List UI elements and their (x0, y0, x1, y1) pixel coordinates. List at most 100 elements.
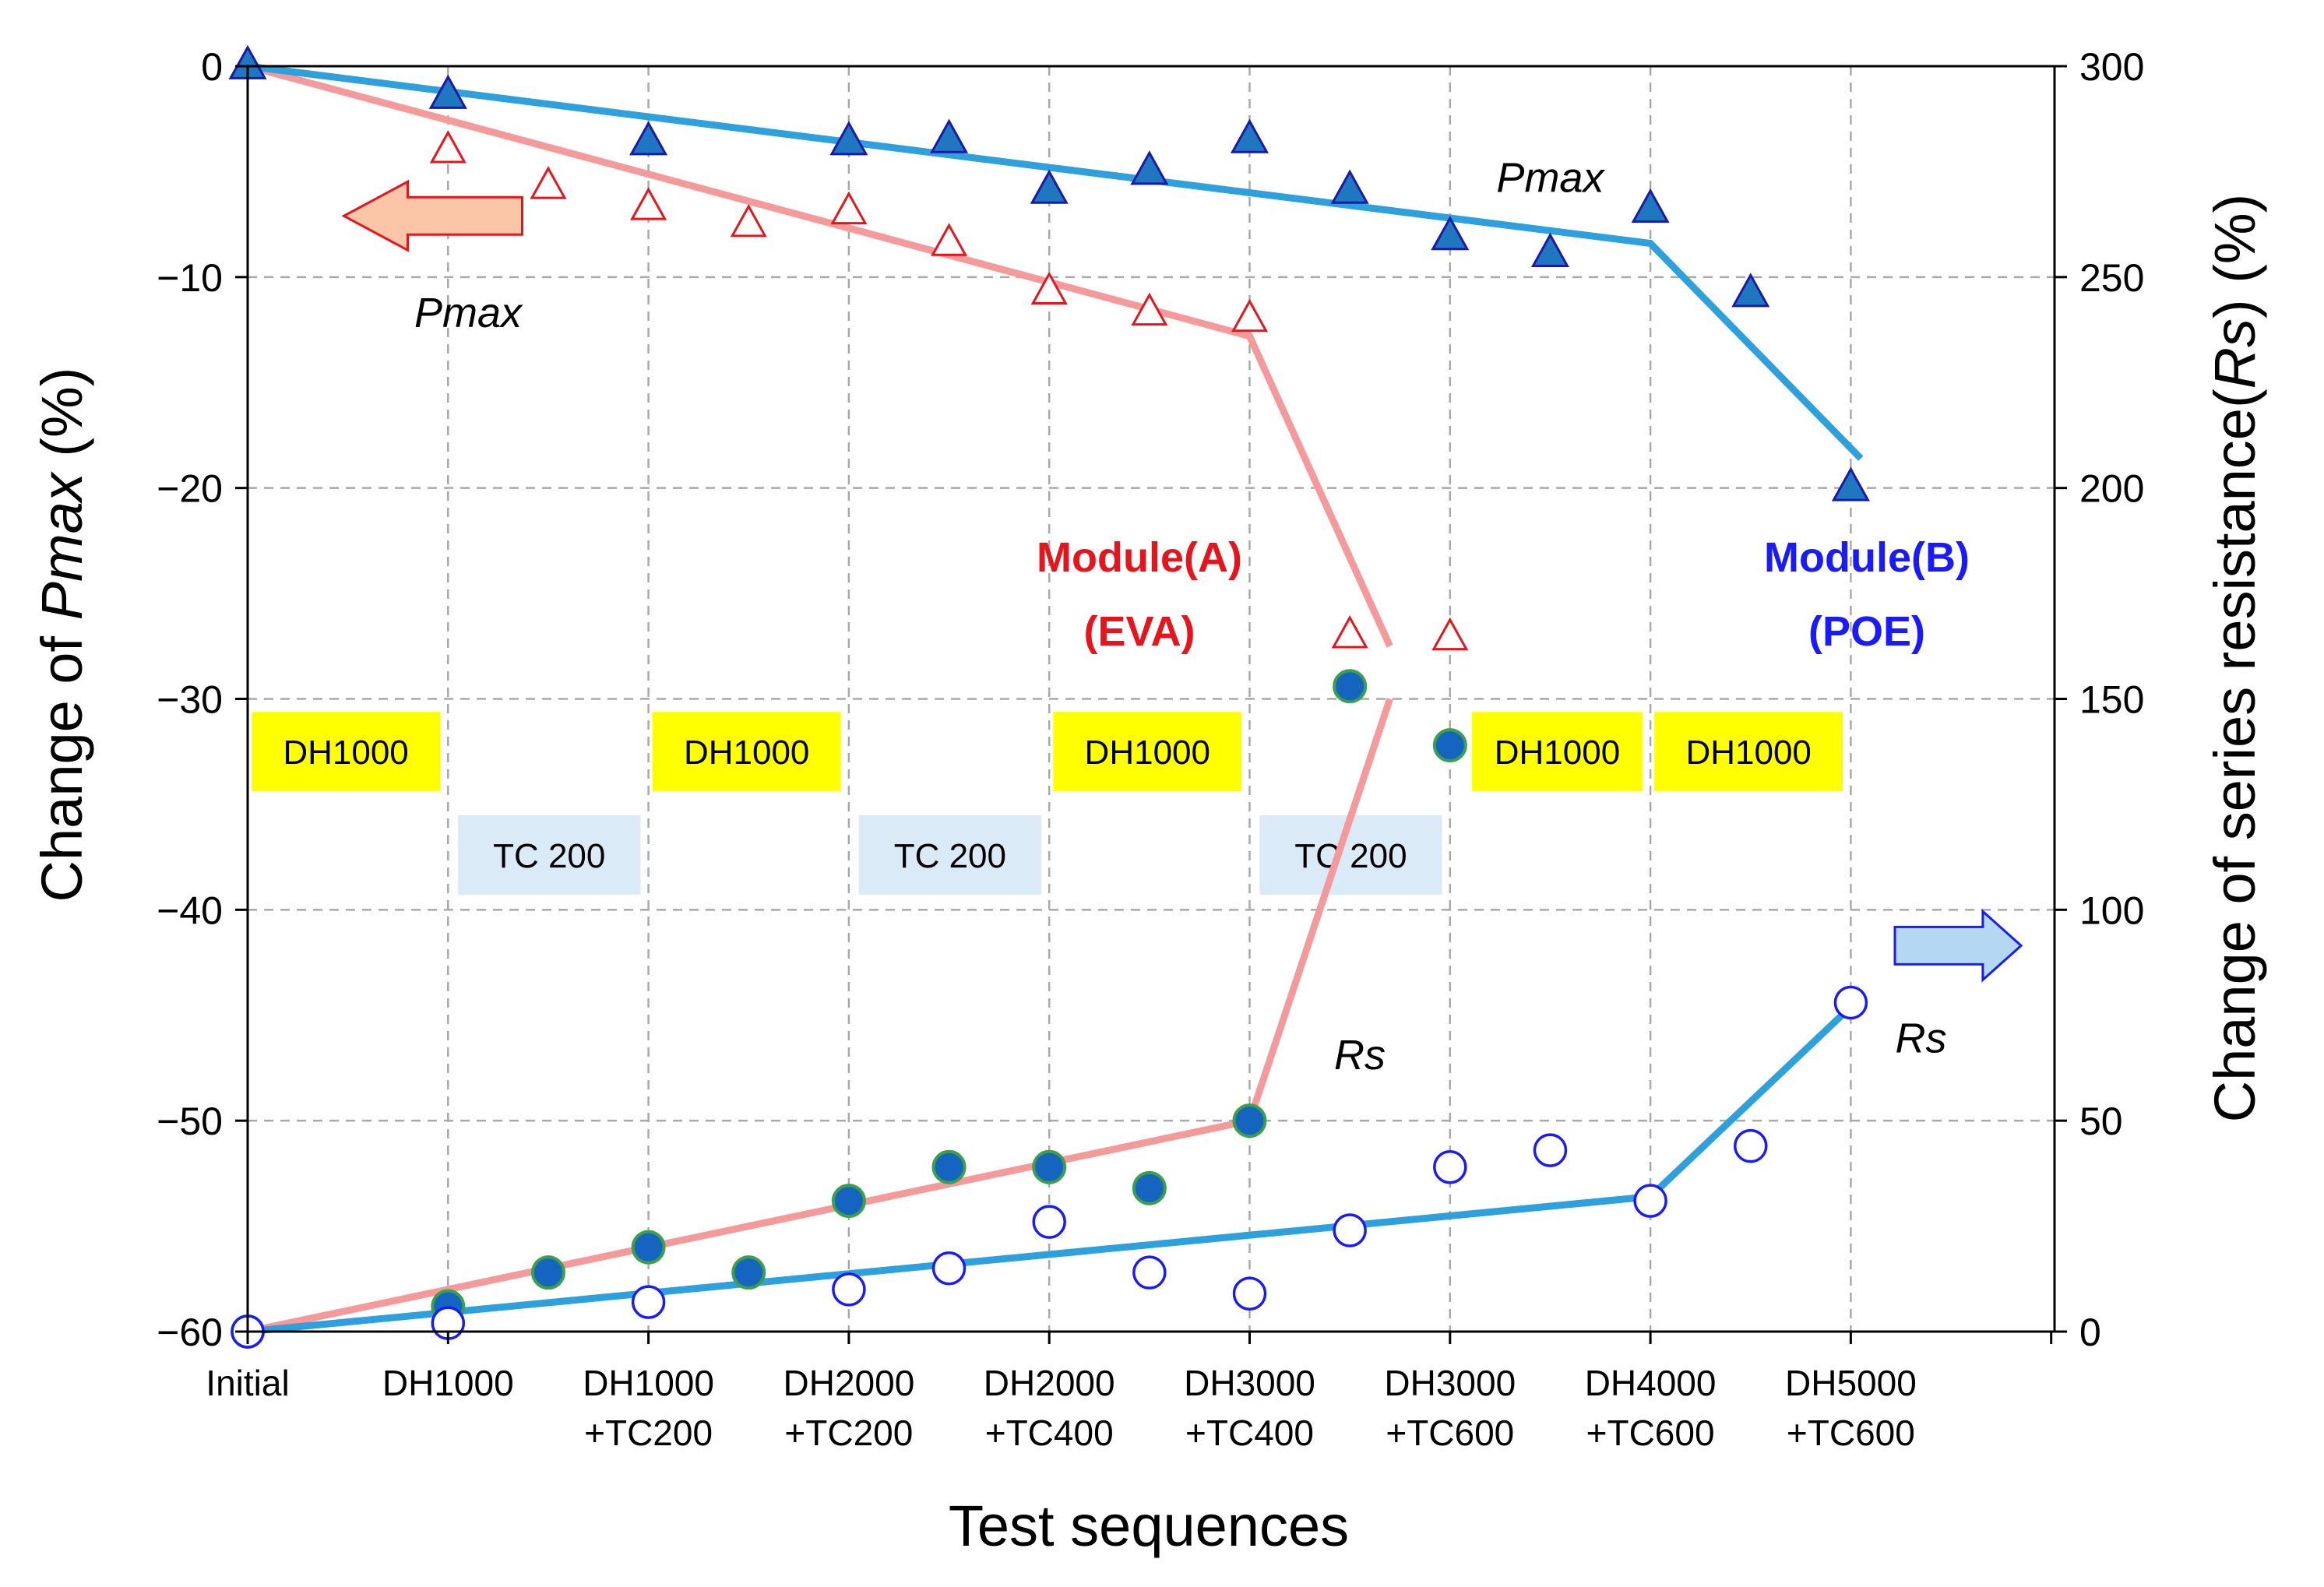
data-point-triangle-filled (1030, 169, 1069, 204)
x-tick-label-line2: +TC200 (584, 1413, 713, 1453)
data-point-circle-filled (631, 1230, 666, 1265)
x-tick-label-line1: DH4000 (1585, 1363, 1717, 1403)
condition-box-label: TC 200 (493, 837, 605, 875)
y-axis-left-title: Change of Pmax (%) (30, 368, 94, 903)
right-arrow (1893, 909, 2023, 983)
condition-box-label: TC 200 (1294, 837, 1407, 875)
condition-box (1259, 815, 1442, 895)
annotation-label: (POE) (1808, 608, 1925, 655)
trend-lines (246, 62, 1864, 1335)
x-tick-label-line2: +TC600 (1787, 1413, 1915, 1453)
annotation-label: Pmax (414, 290, 523, 336)
y-left-tick-label: −50 (157, 1100, 223, 1143)
x-tick-label-line1: DH3000 (1184, 1363, 1315, 1403)
annotation-label: (EVA) (1083, 608, 1195, 655)
x-tick-label-line1: DH1000 (583, 1363, 714, 1403)
data-point-triangle-filled (428, 74, 467, 109)
data-point-triangle-filled (1431, 216, 1470, 251)
data-point-triangle-filled (1731, 273, 1770, 308)
annotation-label: Module(B) (1764, 534, 1970, 581)
annotation-label: Rs (1895, 1015, 1946, 1062)
condition-box-label: DH1000 (1495, 734, 1620, 772)
data-point-triangle-filled (1230, 118, 1269, 153)
condition-boxes: DH1000 DH1000 DH1000 DH1000 DH1000 TC 200 TC 2… (252, 712, 1843, 895)
y-right-tick-label: 50 (2079, 1100, 2123, 1143)
y-left-tick-label: −40 (157, 889, 223, 932)
data-point-triangle-open (530, 166, 567, 199)
y-left-tick-label: −20 (157, 467, 223, 511)
data-point-triangle-filled (1631, 188, 1670, 223)
y-axis-right-title-suffix: ) (%) (2203, 194, 2267, 318)
axis-titles: Test sequences Change of Pmax (%) Change… (30, 194, 2267, 1558)
data-point-circle-open (631, 1285, 666, 1319)
condition-box (652, 712, 841, 792)
y-right-tick-label: 300 (2079, 45, 2144, 89)
condition-box (458, 815, 641, 895)
data-point-circle-filled (530, 1255, 565, 1290)
data-point-triangle-open (830, 191, 868, 225)
data-point-circle-open (1333, 1213, 1367, 1247)
x-tick-label-line1: DH2000 (984, 1363, 1115, 1403)
data-point-circle-open (1433, 1150, 1467, 1184)
left-arrow (341, 179, 524, 252)
y-axis-left-title-suffix: (%) (30, 368, 94, 473)
y-axis-left-title-italic: Pmax (30, 470, 94, 620)
x-tick-label-line1: Initial (206, 1363, 289, 1403)
data-point-circle-filled (1132, 1170, 1167, 1205)
condition-box-label: TC 200 (894, 837, 1006, 875)
data-point-circle-filled (931, 1149, 967, 1184)
y-axis-right-title-prefix: Change of series resistance( (2203, 389, 2267, 1122)
data-point-circle-filled (1232, 1103, 1267, 1138)
data-point-circle-open (1734, 1128, 1768, 1163)
data-points (228, 44, 1870, 1349)
trend-line (246, 62, 1393, 648)
data-point-circle-open (1132, 1255, 1167, 1290)
condition-box-label: DH1000 (1085, 734, 1210, 772)
data-point-circle-open (931, 1251, 967, 1286)
data-point-circle-open (1032, 1205, 1066, 1239)
plot-frame (235, 65, 2067, 1344)
data-point-circle-filled (831, 1184, 866, 1219)
annotation-label: Rs (1334, 1032, 1386, 1079)
data-point-triangle-open (1231, 298, 1269, 333)
trend-line (247, 62, 1864, 461)
x-tick-label-line1: DH3000 (1384, 1363, 1516, 1403)
y-axis-right-title: Change of series resistance(Rs) (%) (2203, 194, 2267, 1123)
data-point-triangle-filled (1130, 150, 1169, 185)
data-point-triangle-open (630, 187, 667, 220)
x-tick-label-line1: DH5000 (1785, 1363, 1917, 1403)
data-point-circle-open (1533, 1133, 1568, 1167)
data-point-circle-open (1232, 1276, 1267, 1311)
data-point-circle-filled (1032, 1149, 1067, 1184)
data-point-triangle-filled (1330, 169, 1369, 204)
data-point-triangle-open (1131, 292, 1168, 326)
data-point-triangle-filled (930, 118, 969, 153)
x-tick-label-line1: DH2000 (783, 1363, 915, 1403)
data-point-circle-open (832, 1272, 866, 1307)
y-left-tick-label: 0 (201, 45, 223, 89)
data-point-triangle-filled (629, 121, 668, 156)
condition-box (1654, 712, 1843, 792)
condition-box (252, 712, 441, 792)
data-point-triangle-open (1431, 617, 1469, 651)
condition-box (858, 815, 1041, 895)
data-point-circle-filled (1333, 669, 1368, 704)
y-right-tick-label: 150 (2079, 678, 2144, 722)
data-point-circle-open (1833, 985, 1868, 1020)
x-tick-label-line2: +TC600 (1586, 1413, 1715, 1453)
data-point-triangle-filled (829, 121, 868, 156)
x-axis-title: Test sequences (949, 1494, 1349, 1558)
y-left-tick-label: −60 (157, 1311, 223, 1354)
y-right-tick-label: 200 (2079, 467, 2144, 511)
data-point-triangle-open (931, 223, 968, 256)
y-right-tick-label: 100 (2079, 889, 2144, 932)
axis-arrows (341, 179, 2023, 983)
y-right-tick-label: 250 (2079, 256, 2144, 300)
x-tick-label-line2: +TC600 (1386, 1413, 1514, 1453)
data-point-triangle-open (1331, 615, 1368, 649)
x-tick-label-line2: +TC400 (1185, 1413, 1314, 1453)
data-point-triangle-filled (1530, 232, 1569, 267)
y-right-tick-label: 0 (2079, 1311, 2101, 1354)
